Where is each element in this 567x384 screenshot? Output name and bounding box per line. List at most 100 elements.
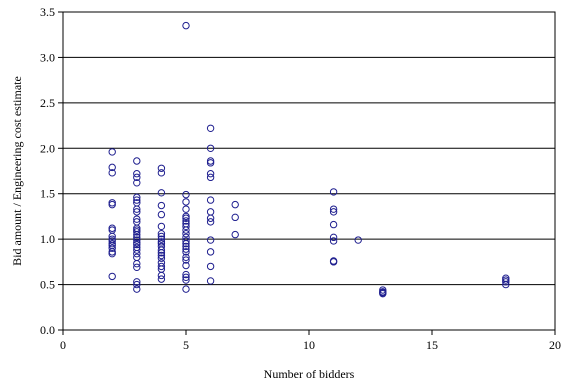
data-point (157, 235, 166, 243)
data-point (329, 188, 338, 196)
data-point (108, 249, 116, 258)
data-point (182, 256, 190, 264)
data-point (182, 248, 190, 256)
data-point (108, 163, 116, 172)
data-point (502, 280, 510, 289)
data-point (206, 196, 215, 204)
data-point (206, 277, 215, 285)
data-point (133, 208, 141, 216)
data-point (182, 217, 190, 225)
data-point (157, 229, 166, 238)
data-point (231, 213, 239, 222)
data-point (133, 240, 141, 249)
data-point (182, 198, 190, 206)
data-point (157, 189, 166, 197)
data-point (157, 262, 166, 271)
y-axis-title: Bid amount / Engineering cost estimate (10, 76, 24, 266)
data-point (329, 205, 338, 213)
data-point (157, 275, 166, 283)
data-point (182, 222, 190, 231)
data-point (157, 246, 166, 254)
data-point (108, 244, 116, 252)
gridlines (63, 56, 555, 286)
y-tick-label: 1.0 (40, 232, 55, 246)
data-point (157, 164, 166, 172)
data-point (108, 148, 116, 156)
data-point (182, 276, 190, 284)
data-point (329, 208, 338, 216)
data-point (133, 196, 141, 204)
data-point (133, 285, 141, 293)
data-point (182, 245, 190, 253)
data-point (231, 200, 239, 209)
data-point (157, 222, 166, 231)
x-tick-label: 10 (303, 338, 315, 352)
data-point (157, 251, 166, 260)
data-point (182, 285, 190, 293)
data-point (206, 124, 215, 132)
data-point (182, 214, 190, 222)
data-point (206, 173, 215, 182)
data-point (133, 263, 141, 272)
data-point (182, 190, 190, 199)
data-point (182, 229, 190, 238)
data-points (108, 21, 510, 298)
data-point (157, 249, 166, 257)
data-point (206, 236, 215, 244)
data-point (157, 271, 166, 280)
data-point (206, 144, 215, 152)
data-point (133, 170, 141, 178)
data-point (231, 230, 239, 239)
data-point (133, 228, 141, 236)
data-point (182, 273, 190, 282)
y-tick-label: 2.0 (40, 141, 55, 155)
data-point (133, 236, 141, 244)
data-point (157, 232, 166, 241)
y-tick-label: 1.5 (40, 187, 55, 201)
data-point (133, 205, 141, 213)
x-tick-label: 20 (549, 338, 561, 352)
data-point (133, 280, 141, 289)
data-point (182, 21, 190, 30)
data-point (206, 262, 215, 271)
data-point (206, 159, 215, 167)
data-point (206, 248, 215, 256)
data-point (379, 289, 387, 298)
data-point (133, 215, 141, 223)
data-point (133, 193, 141, 202)
data-point (182, 242, 190, 251)
data-point (133, 278, 141, 286)
data-point (182, 237, 190, 245)
x-tick-label: 15 (426, 338, 438, 352)
data-point (354, 236, 362, 244)
data-point (502, 278, 510, 286)
data-point (206, 170, 215, 178)
data-point (182, 239, 190, 248)
y-tick-label: 0.5 (40, 278, 55, 292)
y-tick-label: 0.0 (40, 323, 55, 337)
x-axis-title: Number of bidders (264, 367, 355, 381)
x-tick-label: 5 (183, 338, 189, 352)
data-point (157, 169, 166, 177)
data-point (329, 258, 338, 266)
data-point (157, 201, 166, 210)
data-point (182, 226, 190, 234)
y-tick-label: 3.0 (40, 50, 55, 64)
data-point (133, 259, 141, 268)
data-point (157, 254, 166, 262)
data-point (182, 253, 190, 262)
y-tick-label: 2.5 (40, 96, 55, 110)
data-point (108, 237, 116, 245)
data-point (133, 246, 141, 254)
data-point (157, 210, 166, 219)
data-point (108, 272, 116, 281)
data-point (329, 237, 338, 245)
data-point (182, 270, 190, 279)
data-point (329, 220, 338, 229)
data-point (133, 157, 141, 165)
x-tick-label: 0 (60, 338, 66, 352)
data-point (182, 205, 190, 213)
data-point (108, 200, 116, 209)
